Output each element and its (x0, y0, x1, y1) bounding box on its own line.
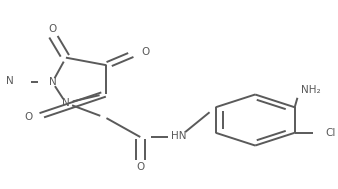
Text: O: O (136, 162, 144, 172)
Text: N: N (49, 77, 56, 87)
Text: O: O (25, 112, 33, 122)
Text: HN: HN (171, 131, 187, 141)
Text: N: N (62, 98, 70, 108)
Text: N: N (6, 76, 14, 86)
Text: NH₂: NH₂ (301, 85, 321, 95)
Text: O: O (141, 47, 149, 57)
Text: O: O (48, 24, 56, 34)
Text: Cl: Cl (325, 128, 335, 138)
